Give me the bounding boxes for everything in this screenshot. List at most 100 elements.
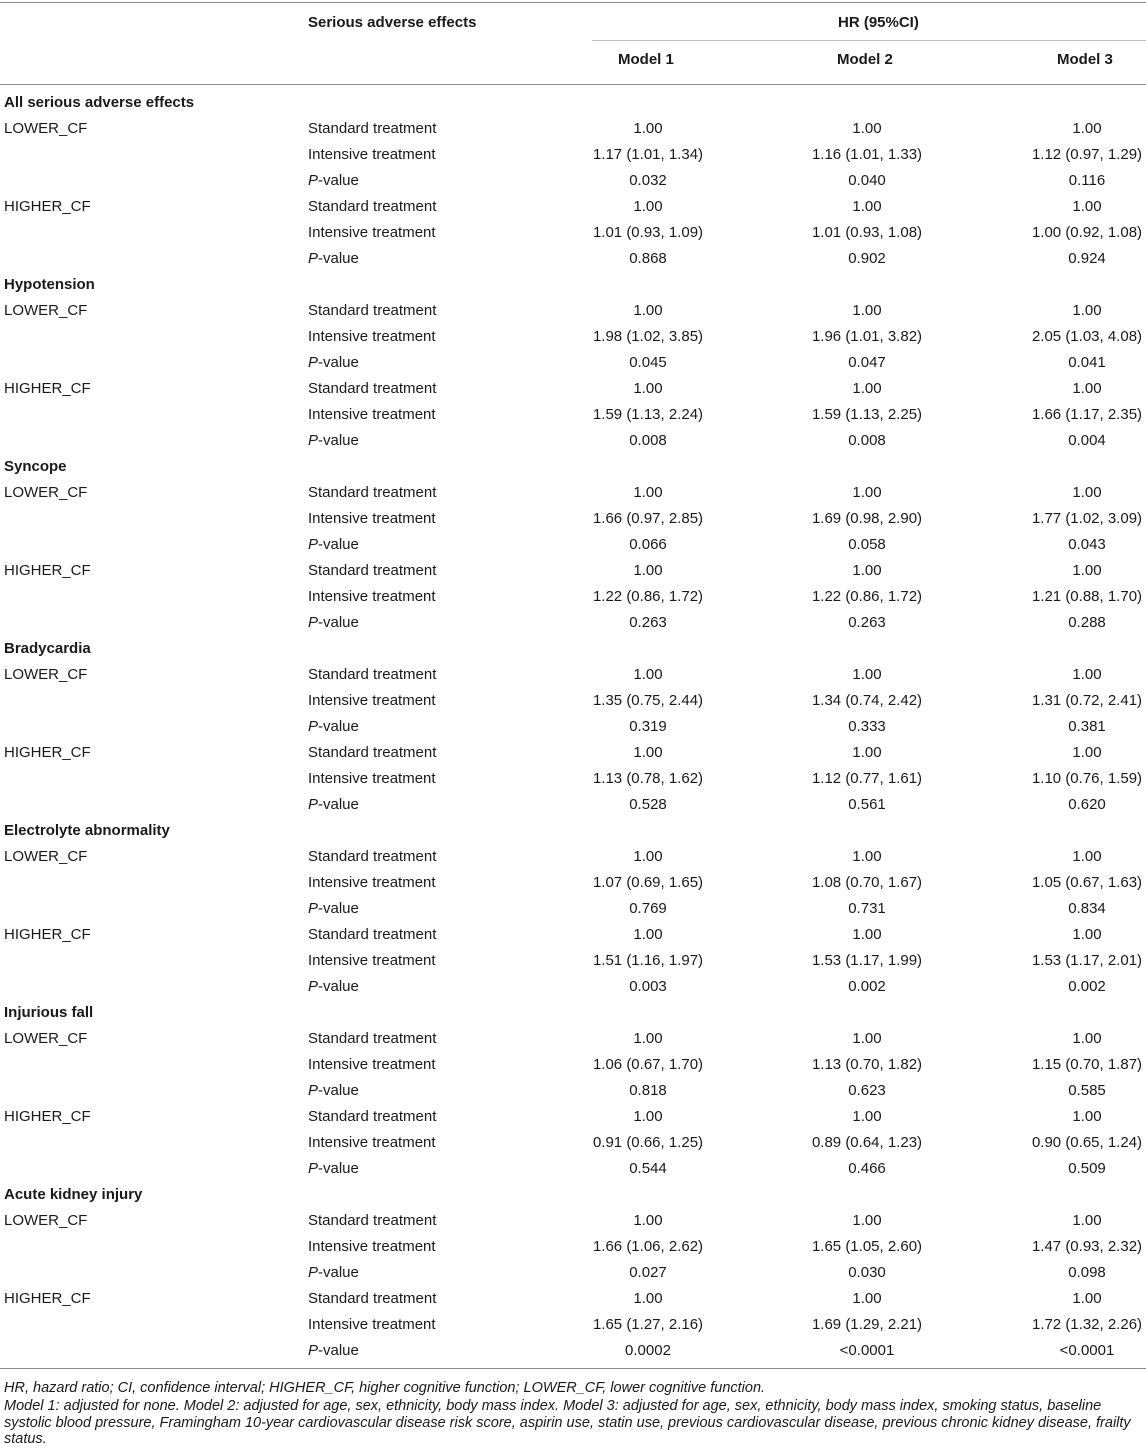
model-1-value: 1.00 — [633, 848, 663, 865]
model-1-value: 1.00 — [633, 1030, 663, 1047]
pvalue-label-rest: -value — [318, 1342, 359, 1359]
model-2-value: 0.008 — [848, 432, 886, 449]
model-1-value: 1.13 (0.78, 1.62) — [592, 770, 704, 787]
model-1-value: 1.00 — [633, 198, 663, 215]
section-title: All serious adverse effects — [4, 94, 195, 111]
row-label: Intensive treatment — [308, 146, 436, 163]
model-1-value: 1.00 — [633, 1290, 663, 1307]
row-label: Standard treatment — [308, 380, 437, 397]
pvalue-label-rest: -value — [318, 354, 359, 371]
model-3-value: 1.77 (1.02, 3.09) — [1031, 510, 1143, 527]
table-row: Intensive treatment 1.98 (1.02, 3.85) 1.96… — [0, 324, 1146, 350]
model-1-value: 1.07 (0.69, 1.65) — [592, 874, 704, 891]
row-label: Intensive treatment — [308, 952, 436, 969]
group-label: LOWER_CF — [4, 484, 88, 501]
model-1-value: 0.045 — [629, 354, 667, 371]
table-row: Intensive treatment 1.06 (0.67, 1.70) 1.13… — [0, 1052, 1146, 1078]
table-row: Intensive treatment 1.01 (0.93, 1.09) 1.01… — [0, 220, 1146, 246]
table-row: LOWER_CF Standard treatment 1.00 1.00 1.00 — [0, 1208, 1146, 1234]
pvalue-label-italic: P — [308, 614, 319, 631]
row-label: Standard treatment — [308, 484, 437, 501]
model-2-value: 1.00 — [852, 666, 882, 683]
model-1-value: 0.003 — [629, 978, 667, 995]
pvalue-label-italic: P — [308, 1342, 319, 1359]
model-2-value: 1.00 — [852, 848, 882, 865]
model-1-value: 0.263 — [629, 614, 667, 631]
row-label: P-value — [308, 610, 359, 636]
model-2-value: 1.08 (0.70, 1.67) — [811, 874, 923, 891]
pvalue-label-italic: P — [308, 796, 319, 813]
model-1-value: 1.01 (0.93, 1.09) — [592, 224, 704, 241]
row-label: Standard treatment — [308, 744, 437, 761]
model-2-value: 1.65 (1.05, 2.60) — [811, 1238, 923, 1255]
pvalue-label-italic: P — [308, 172, 319, 189]
pvalue-label-rest: -value — [318, 172, 359, 189]
model-3-value: 1.00 — [1072, 1108, 1102, 1125]
pvalue-label-italic: P — [308, 1160, 319, 1177]
model-2-value: 0.89 (0.64, 1.23) — [811, 1134, 923, 1151]
model-1-value: 0.008 — [629, 432, 667, 449]
header-model-2: Model 2 — [837, 51, 893, 68]
footnote-models: Model 1: adjusted for none. Model 2: adj… — [4, 1398, 1131, 1447]
model-1-value: 0.0002 — [625, 1342, 671, 1359]
model-2-value: 1.69 (1.29, 2.21) — [811, 1316, 923, 1333]
group-label: HIGHER_CF — [4, 926, 91, 943]
table-row: Intensive treatment 1.66 (0.97, 2.85) 1.69… — [0, 506, 1146, 532]
model-3-value: 0.90 (0.65, 1.24) — [1031, 1134, 1143, 1151]
model-3-value: 1.72 (1.32, 2.26) — [1031, 1316, 1143, 1333]
row-label: P-value — [308, 974, 359, 1000]
model-2-value: 1.00 — [852, 120, 882, 137]
model-1-value: 1.35 (0.75, 2.44) — [592, 692, 704, 709]
model-3-value: 0.924 — [1068, 250, 1106, 267]
model-3-value: 1.66 (1.17, 2.35) — [1031, 406, 1143, 423]
model-2-value: 1.00 — [852, 302, 882, 319]
section-title: Syncope — [4, 458, 67, 475]
section-title-row: Injurious fall — [0, 1000, 1146, 1026]
row-label: P-value — [308, 792, 359, 818]
table-row: HIGHER_CF Standard treatment 1.00 1.00 1.00 — [0, 1286, 1146, 1312]
section-title: Hypotension — [4, 276, 95, 293]
table-row: P-value 0.263 0.263 0.288 — [0, 610, 1146, 636]
model-3-value: 0.002 — [1068, 978, 1106, 995]
table-row: Intensive treatment 1.51 (1.16, 1.97) 1.53… — [0, 948, 1146, 974]
model-1-value: 1.98 (1.02, 3.85) — [592, 328, 704, 345]
model-1-value: 1.51 (1.16, 1.97) — [592, 952, 704, 969]
pvalue-label-rest: -value — [318, 432, 359, 449]
header-hr-group: HR (95%CI) — [838, 14, 919, 31]
model-3-value: 0.381 — [1068, 718, 1106, 735]
model-1-value: 1.06 (0.67, 1.70) — [592, 1056, 704, 1073]
model-2-value: 1.13 (0.70, 1.82) — [811, 1056, 923, 1073]
model-3-value: <0.0001 — [1059, 1342, 1115, 1359]
group-label: HIGHER_CF — [4, 744, 91, 761]
pvalue-label-italic: P — [308, 1264, 319, 1281]
pvalue-label-rest: -value — [318, 536, 359, 553]
row-label: Standard treatment — [308, 1212, 437, 1229]
group-label: HIGHER_CF — [4, 562, 91, 579]
model-2-value: 0.333 — [848, 718, 886, 735]
model-3-value: 1.00 — [1072, 484, 1102, 501]
row-label: P-value — [308, 168, 359, 194]
table-row: HIGHER_CF Standard treatment 1.00 1.00 1.00 — [0, 740, 1146, 766]
model-1-value: 0.066 — [629, 536, 667, 553]
row-label: Intensive treatment — [308, 406, 436, 423]
model-1-value: 0.032 — [629, 172, 667, 189]
table-row: Intensive treatment 1.35 (0.75, 2.44) 1.34… — [0, 688, 1146, 714]
table-row: P-value 0.0002 <0.0001 <0.0001 — [0, 1338, 1146, 1364]
model-2-value: 1.00 — [852, 1030, 882, 1047]
row-label: Intensive treatment — [308, 1316, 436, 1333]
header-serious-adverse-effects: Serious adverse effects — [308, 14, 477, 31]
row-label: P-value — [308, 350, 359, 376]
model-3-value: 1.47 (0.93, 2.32) — [1031, 1238, 1143, 1255]
row-label: Intensive treatment — [308, 588, 436, 605]
model-2-value: <0.0001 — [839, 1342, 895, 1359]
table-row: P-value 0.032 0.040 0.116 — [0, 168, 1146, 194]
model-2-value: 1.00 — [852, 926, 882, 943]
model-2-value: 1.69 (0.98, 2.90) — [811, 510, 923, 527]
group-label: LOWER_CF — [4, 1030, 88, 1047]
header-bottom-rule — [0, 84, 1146, 85]
table-row: P-value 0.769 0.731 0.834 — [0, 896, 1146, 922]
section-title-row: Bradycardia — [0, 636, 1146, 662]
model-3-value: 0.620 — [1068, 796, 1106, 813]
model-3-value: 0.041 — [1068, 354, 1106, 371]
model-2-value: 1.00 — [852, 380, 882, 397]
